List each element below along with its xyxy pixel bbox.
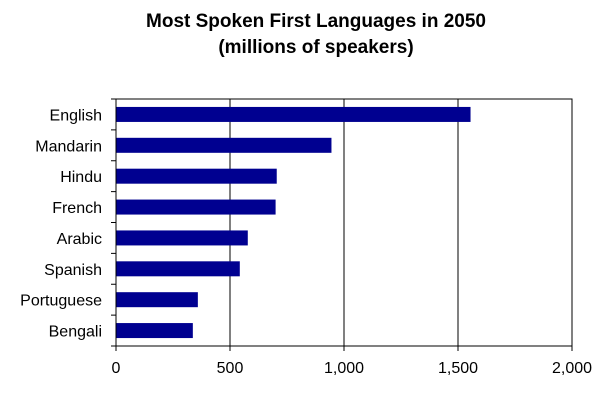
bars [116, 106, 471, 339]
chart-subtitle: (millions of speakers) [218, 37, 413, 58]
y-tick-label: Spanish [44, 262, 102, 279]
x-tick-label: 2,000 [552, 360, 592, 377]
bar-hindu [116, 168, 277, 184]
y-tick-label: Mandarin [35, 138, 102, 155]
x-tick-label: 1,500 [438, 360, 478, 377]
y-tick-label: Bengali [49, 324, 102, 341]
y-tick-label: Portuguese [20, 293, 102, 310]
bar-arabic [116, 230, 248, 246]
bar-spanish [116, 261, 240, 277]
bar-english [116, 106, 471, 122]
x-tick-label: 500 [217, 360, 244, 377]
y-tick-label: English [50, 107, 102, 124]
x-tick-label: 1,000 [324, 360, 364, 377]
chart-title: Most Spoken First Languages in 2050 [146, 11, 486, 32]
bar-mandarin [116, 137, 332, 153]
bar-portuguese [116, 292, 198, 308]
y-tick-label: French [52, 200, 102, 217]
bar-french [116, 199, 276, 215]
bar-bengali [116, 323, 193, 339]
axes [111, 98, 573, 351]
gridlines [229, 99, 459, 346]
y-tick-label: Arabic [57, 231, 102, 248]
y-tick-label: Hindu [60, 169, 102, 186]
x-tick-label: 0 [112, 360, 121, 377]
x-axis-labels: 0 500 1,000 1,500 2,000 [112, 360, 593, 377]
y-axis-labels: English Mandarin Hindu French Arabic Spanish P… [20, 107, 102, 340]
